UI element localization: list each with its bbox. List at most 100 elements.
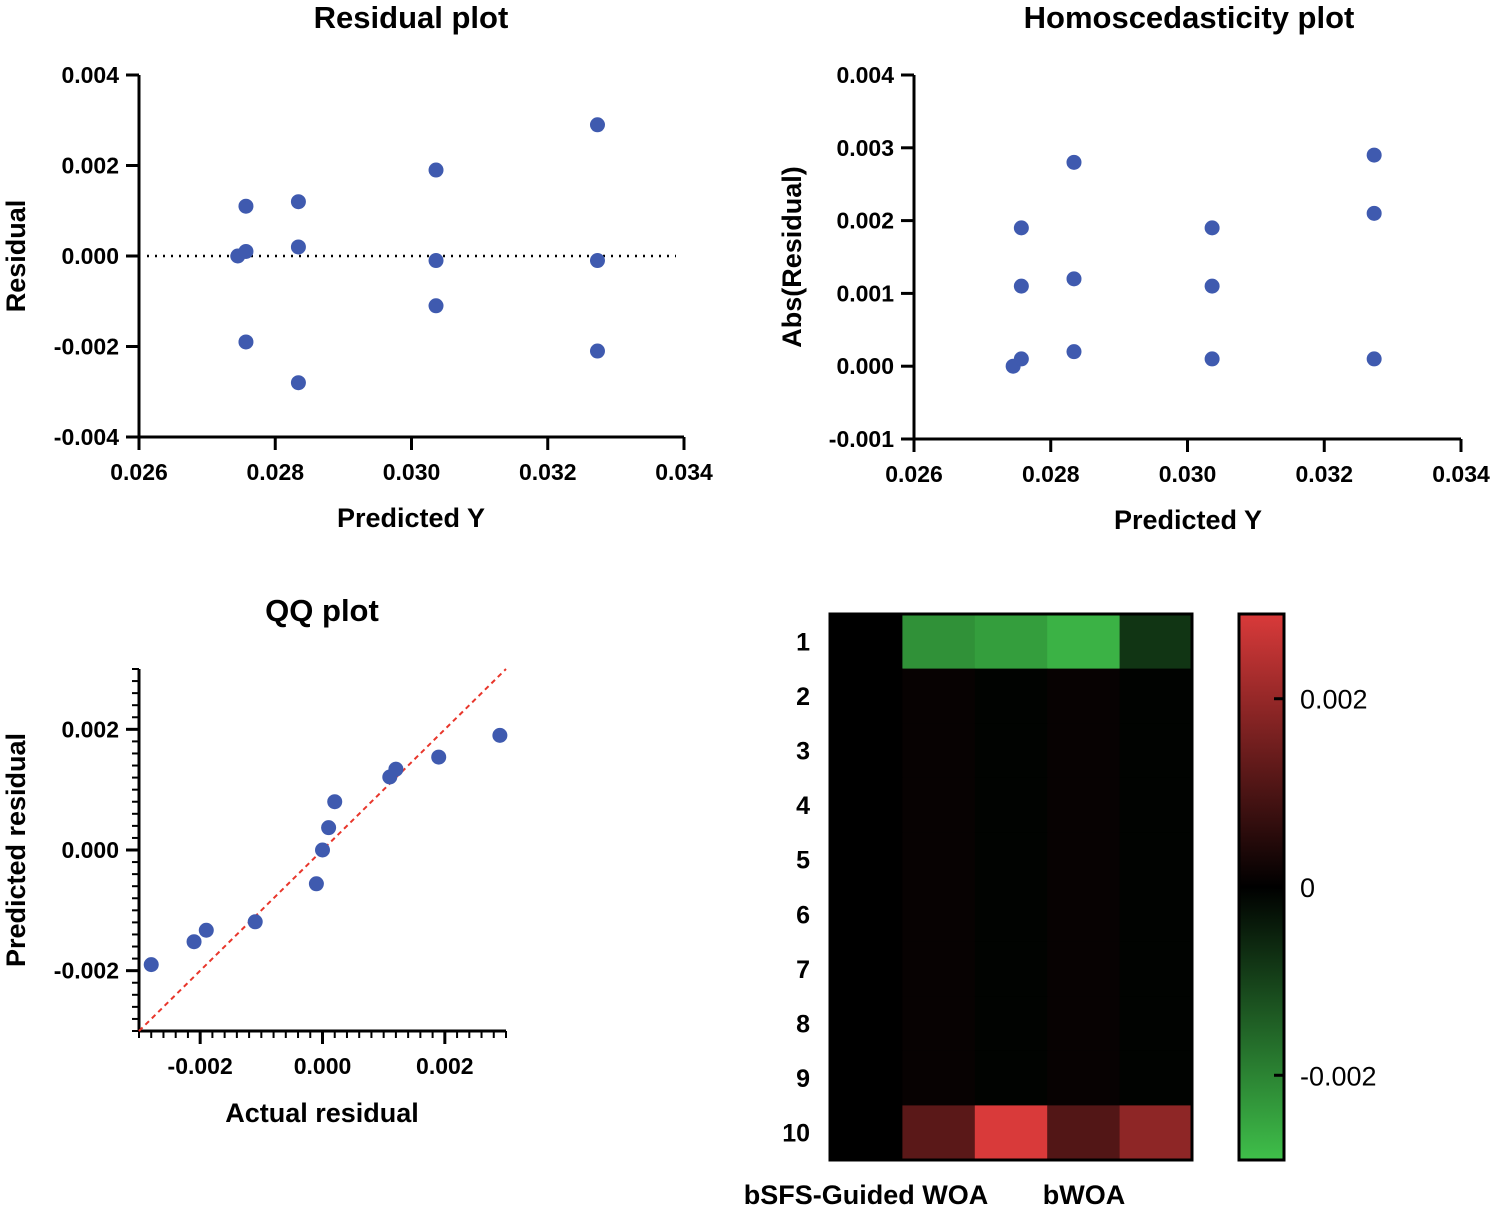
heatmap-row-label: 2 [796, 683, 810, 711]
residual-plot-xlabel: Predicted Y [337, 503, 485, 533]
homoscedasticity-plot-xlabel: Predicted Y [1114, 505, 1262, 535]
homoscedasticity-plot-y-tick-label: 0.002 [836, 208, 894, 234]
residual-plot-y-tick-label: 0.002 [61, 153, 119, 179]
heatmap-cell [830, 777, 903, 833]
residual-plot-x-tick-label: 0.032 [519, 459, 577, 485]
heatmap-cell [974, 1050, 1048, 1106]
residual-plot-marks: 0.026 0.028 0.030 0.032 0.034 0.004 0.002 0.000… [54, 62, 713, 485]
residual-plot-point [589, 343, 605, 359]
heatmap-cell [1119, 1050, 1193, 1106]
qq-plot-y-tick-label: -0.002 [54, 958, 119, 984]
heatmap-cell [830, 1105, 903, 1161]
heatmap-cell [974, 614, 1048, 670]
homoscedasticity-plot-x-tick-label: 0.028 [1022, 461, 1080, 487]
heatmap-cell [830, 668, 903, 724]
homoscedasticity-plot-point [1066, 154, 1082, 170]
heatmap-cell [1047, 832, 1121, 888]
heatmap-cell [1047, 1050, 1121, 1106]
heatmap-cell [902, 723, 976, 779]
residual-plot-point [428, 298, 444, 314]
heatmap-cell [974, 887, 1048, 943]
residual-plot-point [290, 239, 306, 255]
homoscedasticity-plot-y-tick-label: 0.004 [836, 62, 894, 88]
homoscedasticity-plot-point [1366, 351, 1382, 367]
heatmap-cell [830, 1050, 903, 1106]
residual-plot-point [428, 162, 444, 178]
qq-plot-point [321, 820, 337, 836]
heatmap-cell [902, 1105, 976, 1161]
heatmap-cell [974, 941, 1048, 997]
heatmap-cell [1047, 996, 1121, 1052]
homoscedasticity-plot-marks: 0.026 0.028 0.030 0.032 0.034 0.004 0.003 0.002… [829, 62, 1490, 487]
residual-plot-x-tick-label: 0.030 [383, 459, 441, 485]
homoscedasticity-plot-point [1066, 271, 1082, 287]
homoscedasticity-plot-point [1066, 344, 1082, 360]
qq-plot-point [308, 876, 324, 892]
residual-plot: Residual plot Predicted Y Residual 0.026… [1, 0, 713, 533]
homoscedasticity-plot-y-tick-label: 0.000 [836, 353, 894, 379]
homoscedasticity-plot-title: Homoscedasticity plot [1024, 0, 1355, 35]
homoscedasticity-plot-point [1366, 205, 1382, 221]
residual-plot-point [290, 194, 306, 210]
qq-plot-point [247, 914, 263, 930]
residual-plot-x-tick-label: 0.034 [655, 459, 713, 485]
residual-plot-point [238, 243, 254, 259]
heatmap-cell [902, 941, 976, 997]
colorbar-tick-label: -0.002 [1300, 1061, 1377, 1091]
homoscedasticity-plot-x-tick-label: 0.034 [1432, 461, 1490, 487]
qq-plot-point [431, 749, 447, 765]
homoscedasticity-plot-x-tick-label: 0.030 [1159, 461, 1217, 487]
heatmap-row-label: 3 [796, 738, 810, 766]
homoscedasticity-plot-ylabel: Abs(Residual) [777, 166, 807, 348]
heatmap-cell [1119, 941, 1193, 997]
heatmap-cell [974, 723, 1048, 779]
heatmap-marks: 1 2 3 4 5 6 7 8 9 10 0.002 0 -0.002 [782, 612, 1377, 1162]
homoscedasticity-plot-y-tick-label: 0.003 [836, 135, 894, 161]
heatmap-row-label: 1 [796, 628, 810, 656]
heatmap-cell [1119, 832, 1193, 888]
heatmap-cell [974, 777, 1048, 833]
heatmap-cell [1047, 941, 1121, 997]
residual-plot-y-tick-label: -0.004 [54, 424, 119, 450]
heatmap-row-label: 6 [796, 901, 810, 929]
qq-plot-ylabel: Predicted residual [1, 733, 31, 967]
qq-plot-xlabel: Actual residual [225, 1098, 419, 1128]
heatmap-row-label: 8 [796, 1011, 810, 1039]
heatmap-cell [1047, 887, 1121, 943]
qq-plot-y-tick-label: 0.002 [61, 716, 119, 742]
residual-plot-y-tick-label: 0.004 [61, 62, 119, 88]
heatmap-row-label: 7 [796, 956, 810, 984]
homoscedasticity-plot-y-tick-label: 0.001 [836, 280, 894, 306]
heatmap-col-label-bsfs: bSFS-Guided WOA [744, 1180, 988, 1208]
heatmap-cell [1047, 723, 1121, 779]
heatmap-cell [1119, 887, 1193, 943]
qq-plot-title: QQ plot [265, 593, 379, 628]
heatmap-cell [902, 832, 976, 888]
homoscedasticity-plot-point [1013, 220, 1029, 236]
residual-plot-ylabel: Residual [1, 200, 31, 313]
heatmap-cell [974, 996, 1048, 1052]
qq-plot-point [143, 957, 159, 973]
colorbar-tick-label: 0.002 [1300, 685, 1368, 715]
heatmap-cell [902, 668, 976, 724]
heatmap-row-label: 4 [796, 792, 810, 820]
colorbar-tick-label: 0 [1300, 873, 1315, 903]
qq-plot-reference-line [138, 668, 507, 1032]
heatmap-row-label: 9 [796, 1065, 810, 1093]
qq-plot-marks: -0.002 0.000 0.002 0.002 0.000 -0.002 [54, 668, 508, 1079]
heatmap-cell [1047, 777, 1121, 833]
heatmap-cell [1119, 668, 1193, 724]
residual-plot-y-tick-label: -0.002 [54, 334, 119, 360]
qq-plot-x-tick-label: 0.000 [294, 1053, 352, 1079]
heatmap-cell [1047, 614, 1121, 670]
qq-plot-point [198, 922, 214, 938]
qq-plot-point [388, 761, 404, 777]
heatmap-cell [830, 832, 903, 888]
homoscedasticity-plot-point [1204, 220, 1220, 236]
heatmap-cell [1119, 1105, 1193, 1161]
qq-plot: QQ plot Actual residual Predicted residu… [1, 593, 508, 1128]
heatmap-cell [902, 887, 976, 943]
residual-plot-point [238, 198, 254, 214]
